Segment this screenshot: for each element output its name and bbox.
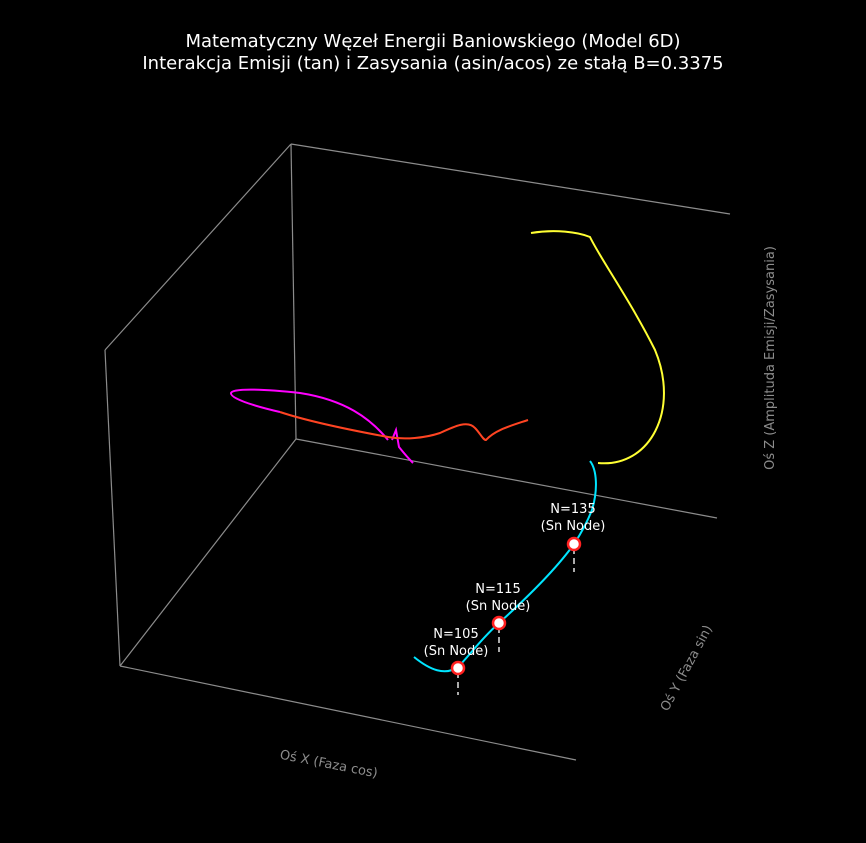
node-label-105: N=105 (Sn Node)	[424, 627, 489, 659]
chart-subtitle: Interakcja Emisji (tan) i Zasysania (asi…	[142, 53, 724, 74]
series-line-magenta	[230, 388, 389, 441]
box-edge-back-vertical	[290, 143, 297, 440]
box-edge-left-vertical	[104, 349, 121, 667]
chart-title: Matematyczny Węzeł Energii Baniowskiego …	[185, 31, 681, 52]
node-label-135: N=135 (Sn Node)	[541, 502, 606, 534]
x-axis-label: Oś X (Faza cos)	[278, 748, 378, 782]
z-axis-label: Oś Z (Amplituda Emisji/Zasysania)	[763, 246, 778, 470]
node-stems	[457, 548, 575, 695]
box-edge-floor-back	[295, 438, 718, 519]
node-labels: N=105 (Sn Node) N=115 (Sn Node) N=135 (Sn N…	[424, 502, 606, 659]
node-markers	[450, 536, 582, 676]
y-axis-label: Oś Y (Faza sin)	[658, 623, 716, 714]
series-line-red	[279, 411, 529, 442]
node-marker-135	[566, 536, 582, 552]
box-edge-top-left	[104, 143, 292, 351]
series-line-magenta-tail	[391, 426, 414, 464]
axes-box	[104, 143, 731, 761]
box-edge-top-back	[290, 143, 731, 215]
box-edge-floor-front	[119, 665, 577, 761]
box-edge-floor-left	[119, 438, 297, 667]
series-line-yellow	[530, 230, 665, 465]
node-marker-115	[491, 615, 507, 631]
node-marker-105	[450, 660, 466, 676]
curves	[230, 230, 665, 673]
node-label-115: N=115 (Sn Node)	[466, 582, 531, 614]
